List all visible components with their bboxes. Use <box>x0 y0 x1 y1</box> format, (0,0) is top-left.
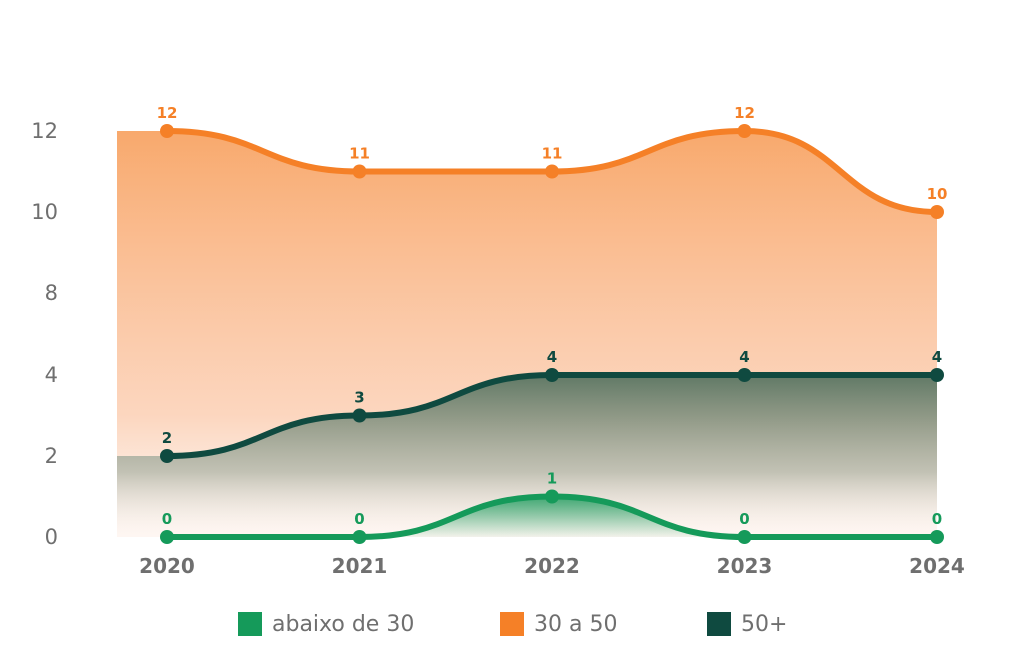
data-label-abaixo-de-30-2020: 0 <box>162 510 172 528</box>
legend-item-30-a-50: 30 a 50 <box>500 606 617 642</box>
data-label-30-a-50-2020: 12 <box>157 104 178 122</box>
y-tick-12: 12 <box>31 119 58 143</box>
point-30-a-50-2020 <box>160 124 174 138</box>
data-label-abaixo-de-30-2023: 0 <box>739 510 749 528</box>
data-label-30-a-50-2024: 10 <box>927 185 948 203</box>
legend-label-50-plus: 50+ <box>741 611 788 637</box>
data-label-abaixo-de-30-2021: 0 <box>354 510 364 528</box>
point-30-a-50-2023 <box>737 124 752 138</box>
data-label-50-plus-2020: 2 <box>162 429 172 447</box>
legend-swatch-50-plus <box>707 612 731 636</box>
data-label-30-a-50-2023: 12 <box>734 104 755 122</box>
line-50-plus <box>164 371 940 459</box>
x-tick-2021: 2021 <box>332 554 388 578</box>
y-tick-0: 0 <box>45 525 58 549</box>
y-tick-10: 10 <box>31 200 58 224</box>
line-30-a-50 <box>164 127 940 215</box>
point-50-plus-2021 <box>352 408 367 423</box>
legend-swatch-abaixo-de-30 <box>238 612 262 636</box>
point-abaixo-de-30-2021 <box>352 530 367 544</box>
point-abaixo-de-30-2023 <box>737 530 752 544</box>
point-abaixo-de-30-2020 <box>160 530 174 544</box>
point-30-a-50-2022 <box>545 164 559 179</box>
point-50-plus-2022 <box>545 368 559 382</box>
legend-label-30-a-50: 30 a 50 <box>534 611 618 637</box>
x-tick-2023: 2023 <box>717 554 773 578</box>
x-tick-2020: 2020 <box>139 554 195 578</box>
legend-label-abaixo-de-30: abaixo de 30 <box>272 611 415 637</box>
data-label-30-a-50-2021: 11 <box>349 145 370 163</box>
point-abaixo-de-30-2022 <box>545 489 559 504</box>
x-tick-2024: 2024 <box>909 554 965 578</box>
area-50-plus <box>117 375 937 537</box>
point-50-plus-2020 <box>160 449 174 463</box>
legend-item-50-plus: 50+ <box>707 606 787 642</box>
area-abaixo-de-30 <box>117 496 937 537</box>
point-abaixo-de-30-2024 <box>930 530 944 544</box>
y-tick-8: 8 <box>45 281 58 305</box>
point-50-plus-2024 <box>930 368 944 382</box>
data-label-50-plus-2021: 3 <box>354 389 364 407</box>
point-30-a-50-2024 <box>930 205 944 219</box>
data-label-abaixo-de-30-2024: 0 <box>932 510 942 528</box>
x-tick-2022: 2022 <box>524 554 580 578</box>
y-tick-4: 4 <box>45 363 58 387</box>
point-50-plus-2023 <box>737 368 752 382</box>
data-label-50-plus-2023: 4 <box>739 348 749 366</box>
data-label-50-plus-2022: 4 <box>547 348 557 366</box>
data-label-abaixo-de-30-2022: 1 <box>547 470 557 488</box>
data-label-50-plus-2024: 4 <box>932 348 942 366</box>
point-30-a-50-2021 <box>352 164 367 179</box>
data-label-30-a-50-2022: 11 <box>542 145 563 163</box>
y-tick-2: 2 <box>45 444 58 468</box>
legend-item-abaixo-de-30: abaixo de 30 <box>238 606 414 642</box>
legend: abaixo de 30 30 a 50 50+ <box>0 606 1024 642</box>
legend-swatch-30-a-50 <box>500 612 524 636</box>
